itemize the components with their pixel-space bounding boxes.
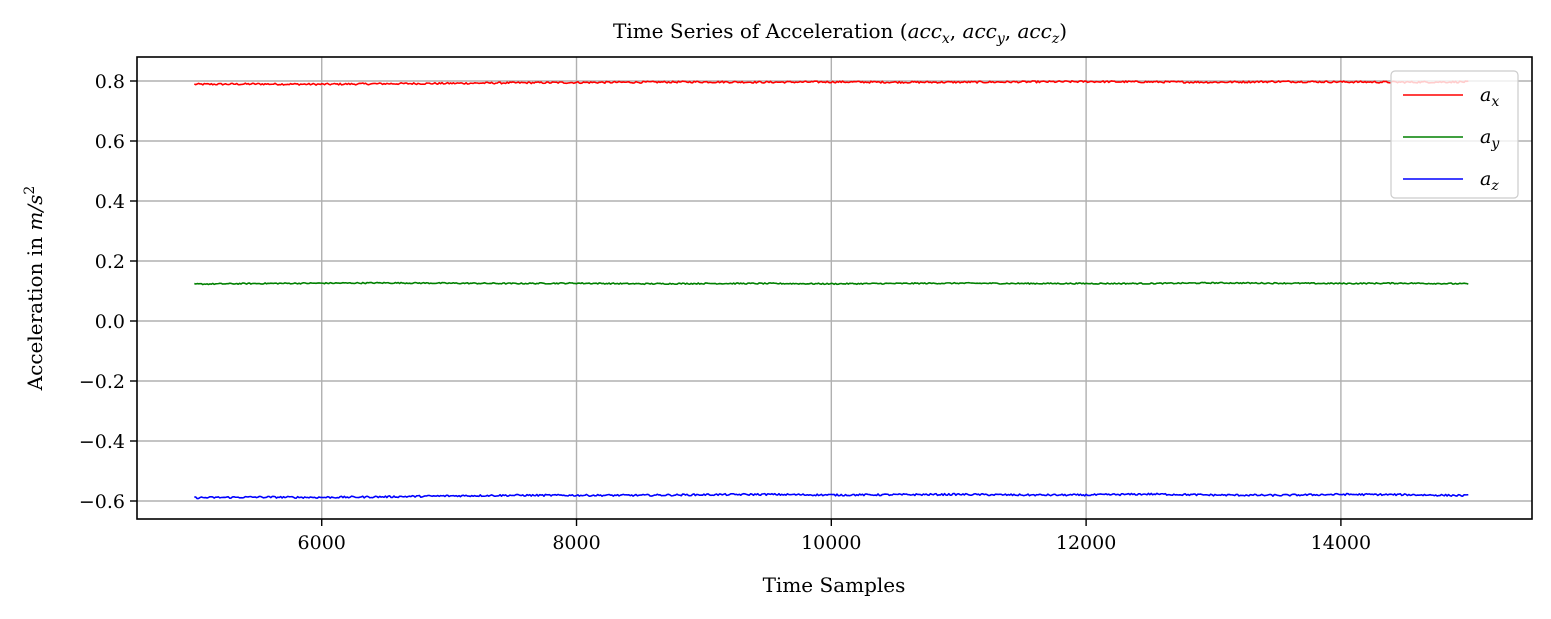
y-axis-label-unit: m/s [23,195,47,231]
title-part-1: acc [908,19,942,43]
y-tick-label: 0.4 [95,191,125,213]
y-tick-label: −0.6 [79,491,125,513]
title-part-7: acc [1017,19,1051,43]
title-part-0: ( [900,19,908,43]
title-part-8: z [1051,31,1060,47]
x-tick-label: 14000 [1311,532,1371,554]
grid [137,57,1532,519]
title-part-6: , [1005,19,1018,43]
y-tick-label: 0.8 [95,71,125,93]
x-tick-label: 12000 [1056,532,1116,554]
title-part-5: y [996,31,1006,47]
chart-title: Time Series of Acceleration (accx, accy,… [613,19,1067,47]
y-tick-label: −0.4 [79,431,125,453]
chart-title-math: (accx, accy, accz) [900,19,1067,47]
x-tick-label: 8000 [552,532,600,554]
tick-group: 6000 8000 10000 12000 14000 0.8 0.6 0.4 0.2 0.0 −0… [79,71,1371,554]
legend-box [1390,70,1519,199]
legend: ax ay az [1390,70,1519,199]
title-part-2: x [942,31,950,47]
y-axis-label: Acceleration in m/s2 [22,186,47,392]
y-tick-label: 0.6 [95,131,125,153]
x-axis-label: Time Samples [763,573,906,597]
series-line-ay [194,281,1469,286]
x-tick-label: 6000 [298,532,346,554]
legend-label-ay: ay [1480,126,1500,152]
x-tick-label: 10000 [801,532,861,554]
series-group [194,80,1469,500]
y-axis-label-exponent: 2 [22,186,38,195]
title-part-4: acc [963,19,997,43]
title-part-9: ) [1059,19,1067,43]
y-tick-label: 0.2 [95,251,125,273]
series-line-ax [194,80,1469,86]
series-line-az [194,492,1469,500]
chart-title-prefix: Time Series of Acceleration [613,19,900,43]
title-part-3: , [950,19,963,43]
y-tick-label: −0.2 [79,371,125,393]
y-axis-label-prefix: Acceleration in [23,231,47,392]
legend-label-ax: ax [1480,84,1499,110]
legend-label-az: az [1480,168,1499,194]
y-tick-label: 0.0 [95,311,125,333]
plot-frame [136,56,1533,520]
